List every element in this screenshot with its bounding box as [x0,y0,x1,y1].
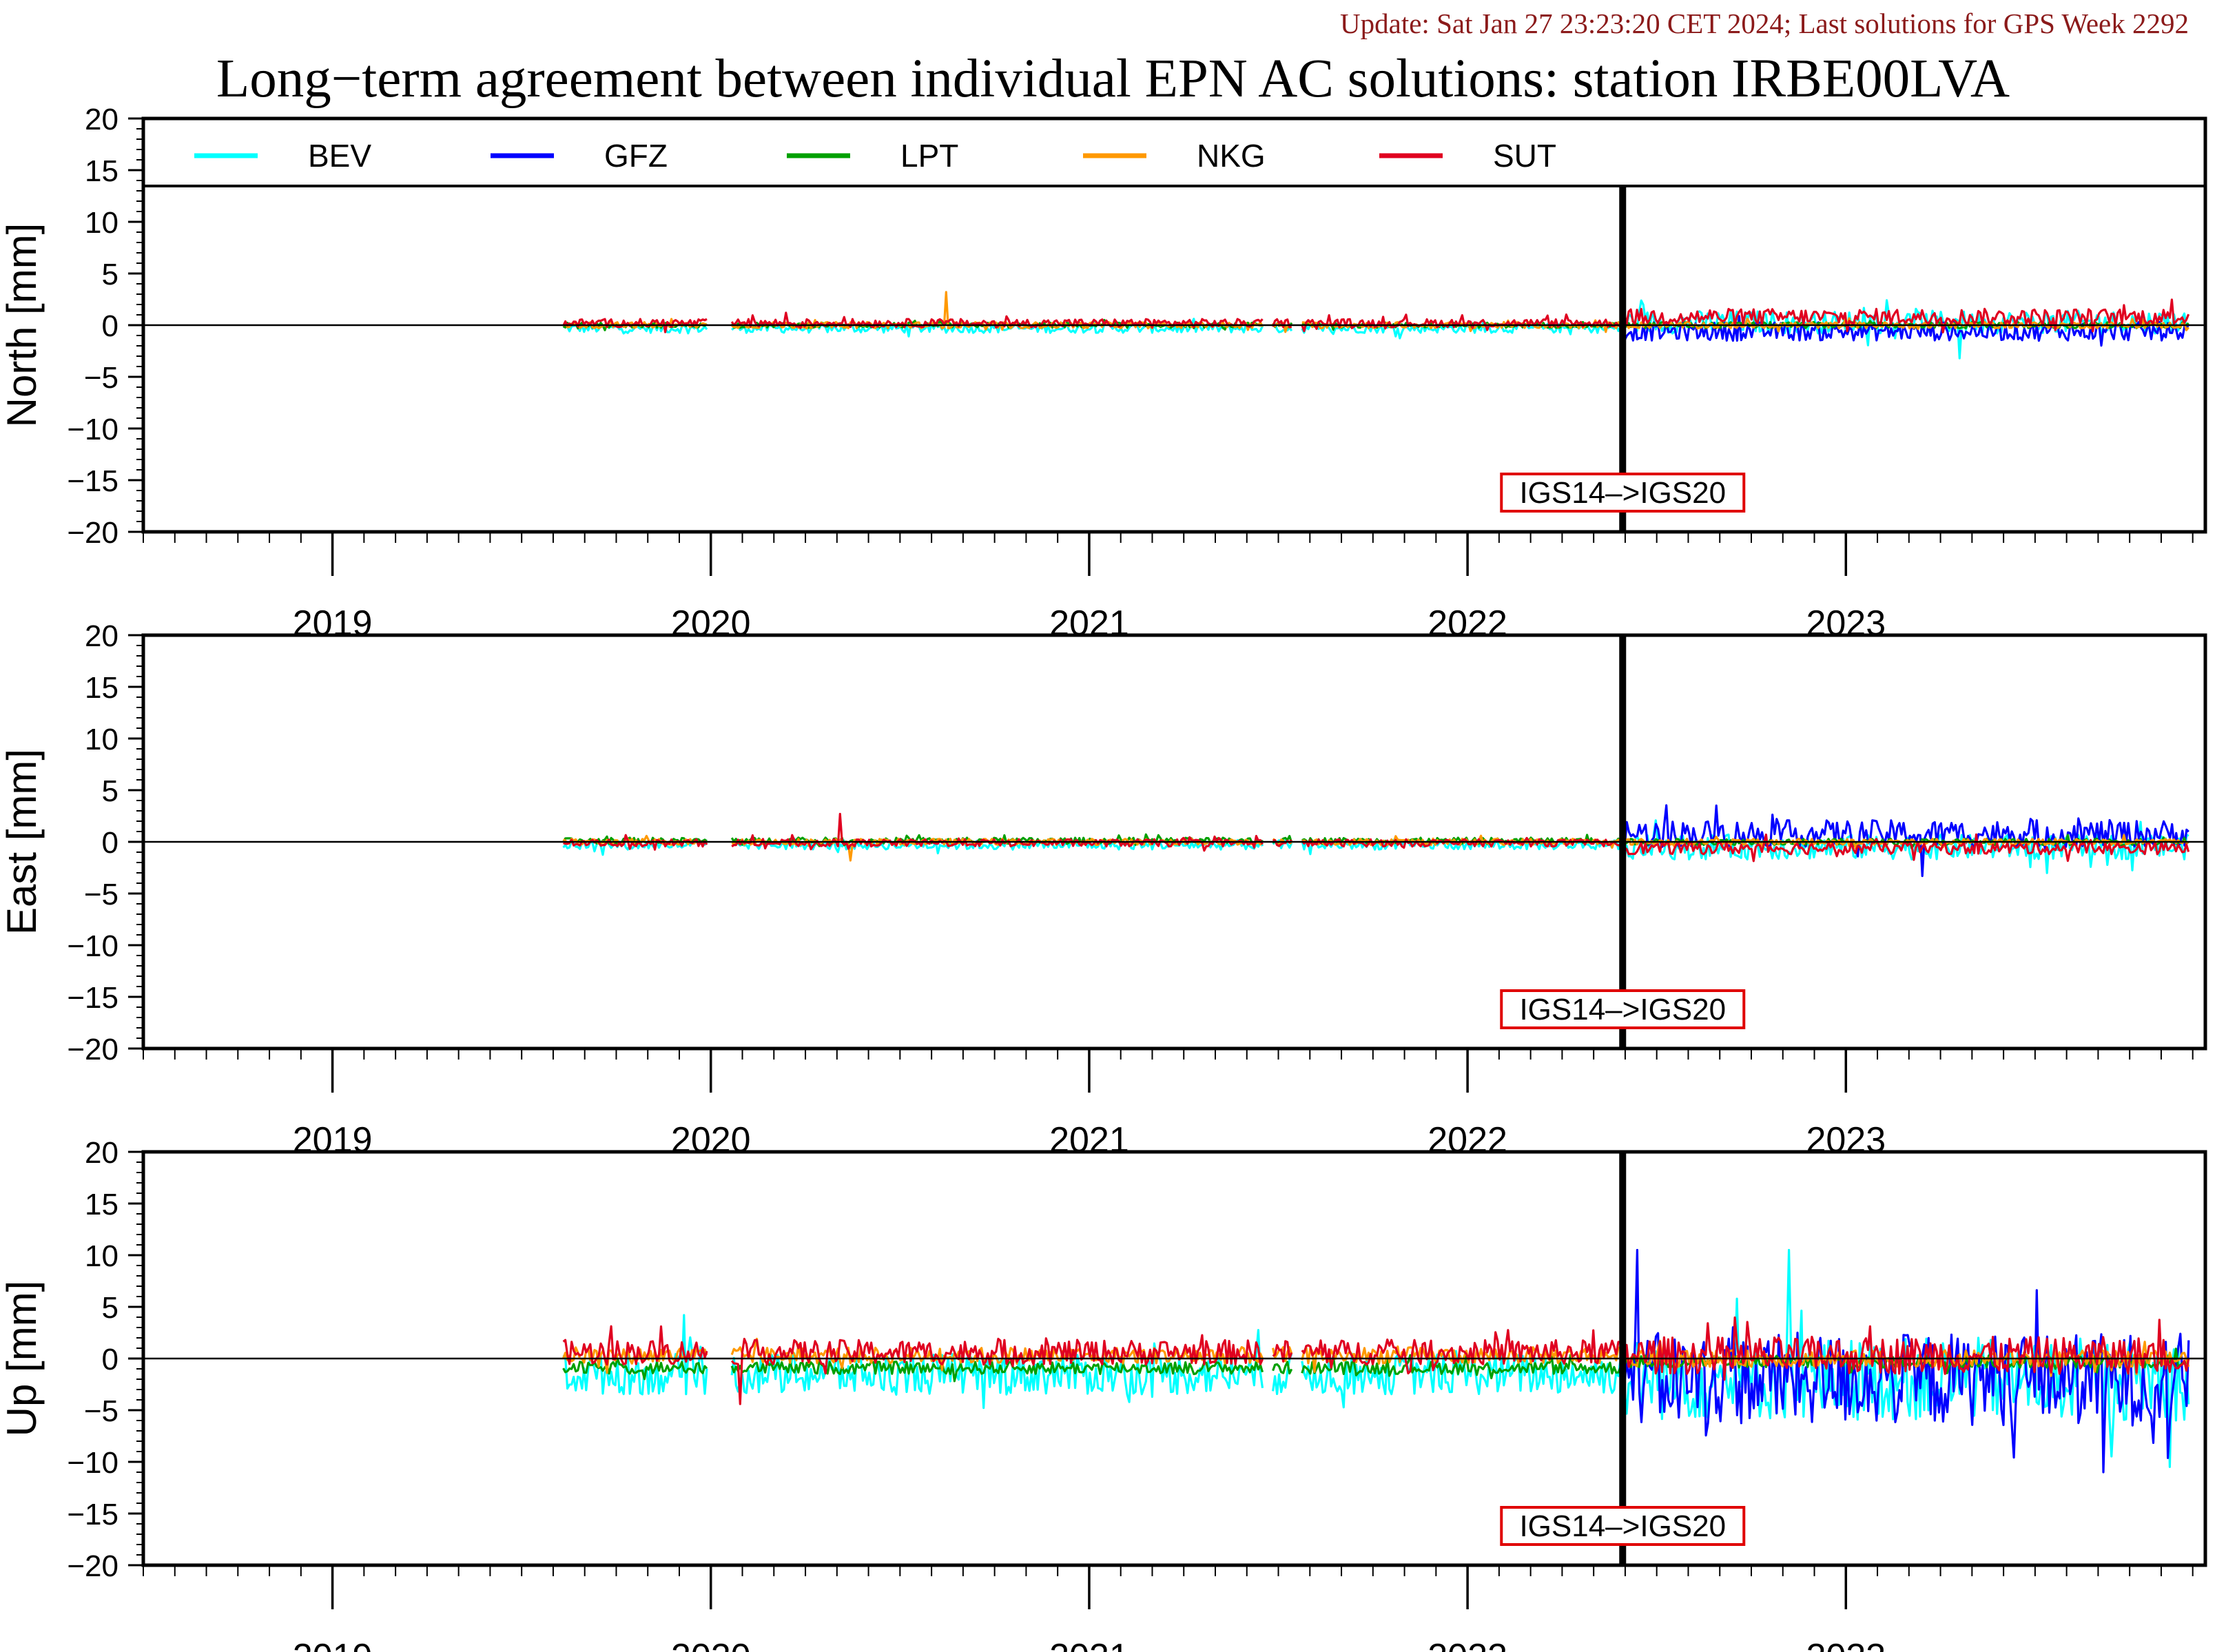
y-tick-label: 10 [85,1239,118,1273]
x-year-label: 2021 [1049,1120,1129,1160]
y-tick-label: 20 [85,103,118,136]
x-year-label: 2022 [1428,603,1507,643]
y-axis-title: East [mm] [0,749,45,935]
series-line-gfz [1621,1248,2190,1474]
y-tick-label: −10 [67,929,118,963]
x-year-label: 2019 [293,1120,373,1160]
series-line-lpt [562,1348,2189,1383]
y-tick-label: −15 [67,464,118,498]
frame-change-label: IGS14–>IGS20 [1519,476,1726,510]
y-tick-label: −10 [67,1446,118,1480]
x-year-label: 2020 [671,1120,751,1160]
series-line-gfz [1621,315,2189,347]
legend: BEV GFZ LPT NKG SUT [143,138,2205,187]
frame-change-box [1500,1506,1746,1546]
series-line-bev [562,1248,2190,1468]
x-year-label: 2020 [671,603,751,643]
x-year-label: 2020 [671,1637,751,1652]
y-tick-label: −5 [84,361,118,395]
update-timestamp: Update: Sat Jan 27 23:23:20 CET 2024; La… [1340,8,2189,39]
series-line-gfz [1621,804,2189,878]
y-tick-label: −15 [67,981,118,1015]
x-year-label: 2023 [1806,603,1886,643]
frame-change-label: IGS14–>IGS20 [1519,1509,1726,1543]
y-tick-label: 5 [102,774,118,808]
x-year-label: 2019 [293,1637,373,1652]
y-tick-label: −20 [67,1033,118,1066]
series-group [562,804,2190,878]
y-axis-title: North [mm] [0,223,45,428]
y-tick-label: 15 [85,154,118,188]
y-tick-label: −5 [84,878,118,911]
x-year-label: 2022 [1428,1637,1507,1652]
chart-title: Long−term agreement between individual E… [216,49,2010,109]
y-tick-label: 20 [85,619,118,653]
y-tick-label: −20 [67,1549,118,1583]
y-tick-label: 20 [85,1136,118,1170]
y-tick-label: −5 [84,1394,118,1428]
x-year-label: 2021 [1049,1637,1129,1652]
legend-label-nkg: NKG [1197,138,1266,174]
panel-east: IGS14–>IGS20 20 15 10 5 0 −5 −10 −15 −20 East [mm]… [0,619,2207,1160]
y-tick-label: −20 [67,516,118,550]
series-group [562,291,2190,360]
panel-north: IGS14–>IGS20 20 15 10 5 0 −5 −10 −15 −20 North [mm… [0,103,2207,643]
x-year-label: 2021 [1049,603,1129,643]
legend-label-gfz: GFZ [604,138,668,174]
legend-label-lpt: LPT [900,138,958,174]
series-line-sut [563,812,2190,863]
series-line-sut [562,298,2190,333]
x-year-label: 2023 [1806,1120,1886,1160]
series-group [562,1248,2190,1474]
y-tick-label: −10 [67,413,118,446]
y-tick-label: −15 [67,1498,118,1531]
frame-change-box [1500,989,1746,1029]
y-tick-label: 0 [102,1343,118,1376]
y-tick-label: 5 [102,258,118,291]
y-axis-title: Up [mm] [0,1281,45,1437]
panel-up: IGS14–>IGS20 20 15 10 5 0 −5 −10 −15 −20 Up [mm] 20… [0,1136,2207,1652]
y-tick-label: 10 [85,206,118,240]
x-year-label: 2019 [293,603,373,643]
frame-change-label: IGS14–>IGS20 [1519,993,1726,1026]
y-tick-label: 10 [85,723,118,756]
frame-change-box [1500,473,1746,513]
y-tick-label: 15 [85,671,118,705]
legend-label-sut: SUT [1493,138,1556,174]
y-tick-label: 15 [85,1188,118,1221]
x-year-label: 2023 [1806,1637,1886,1652]
y-tick-label: 5 [102,1291,118,1325]
y-tick-label: 0 [102,826,118,860]
y-tick-label: 0 [102,309,118,343]
legend-label-bev: BEV [308,138,371,174]
x-year-label: 2022 [1428,1120,1507,1160]
